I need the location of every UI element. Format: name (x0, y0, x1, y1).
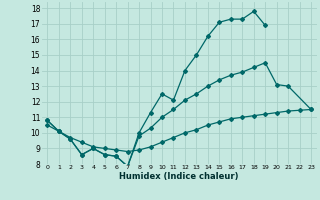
X-axis label: Humidex (Indice chaleur): Humidex (Indice chaleur) (119, 172, 239, 181)
